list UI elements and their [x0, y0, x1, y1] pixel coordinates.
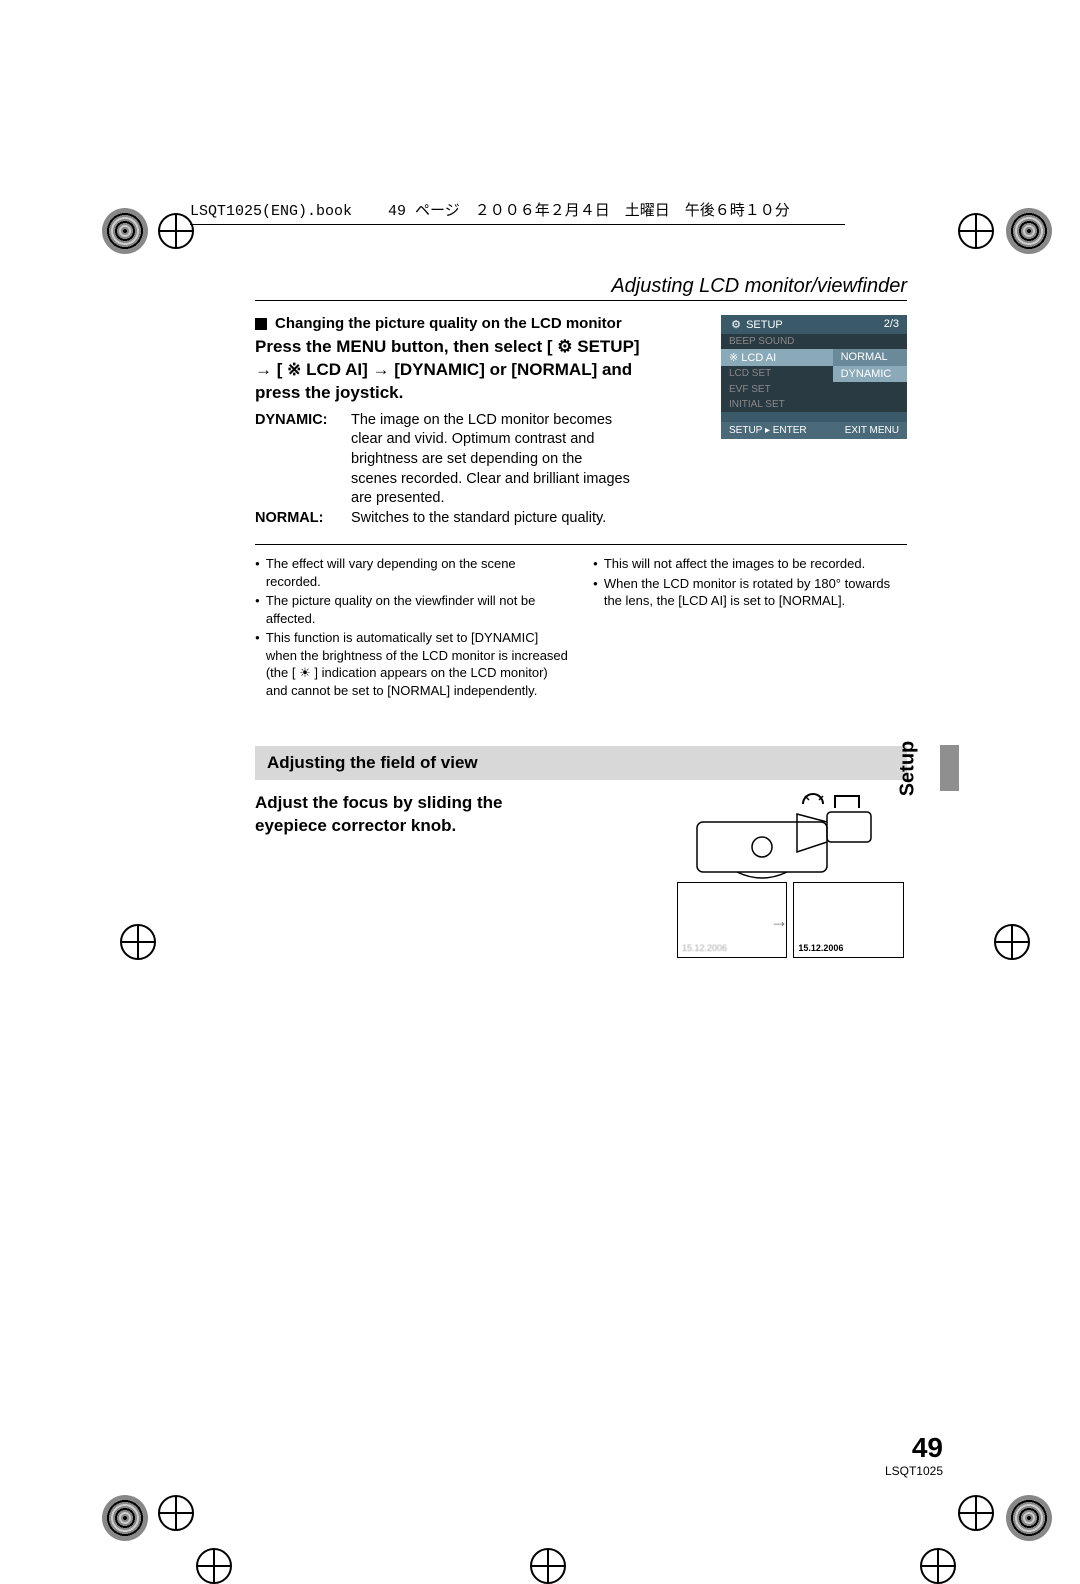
- def-term: DYNAMIC:: [255, 411, 351, 509]
- header-pageinfo: 49 ページ ２００６年２月４日 土曜日 午後６時１０分: [388, 203, 790, 220]
- def-normal: NORMAL: Switches to the standard picture…: [255, 509, 907, 529]
- ss-row-lcdai: ※ LCD AI: [721, 349, 833, 366]
- reg-mark: [1006, 1495, 1052, 1541]
- crop-mark: [158, 213, 194, 249]
- bullet-item: This will not affect the images to be re…: [593, 555, 907, 573]
- bullet-item: The effect will vary depending on the sc…: [255, 555, 569, 590]
- ss-foot-left: SETUP ▸ ENTER: [729, 425, 807, 436]
- fov-instruction: Adjust the focus by sliding the eyepiece…: [255, 792, 555, 838]
- ss-row-evf: EVF SET: [721, 382, 907, 397]
- ss-row-init: INITIAL SET: [721, 397, 907, 412]
- page-number: 49: [885, 1432, 943, 1464]
- fov-heading: Adjusting the field of view: [255, 746, 907, 780]
- reg-mark: [102, 208, 148, 254]
- section-tab: Setup: [880, 745, 959, 791]
- def-term: NORMAL:: [255, 509, 351, 529]
- square-bullet-icon: [255, 318, 267, 330]
- bullets-right-col: This will not affect the images to be re…: [593, 555, 907, 701]
- bullet-item: This function is automatically set to [D…: [255, 629, 569, 699]
- page-footer: 49 LSQT1025: [885, 1432, 943, 1478]
- section-title: Adjusting LCD monitor/viewfinder: [255, 275, 907, 301]
- divider: [255, 544, 907, 545]
- bullet-item: The picture quality on the viewfinder wi…: [255, 592, 569, 627]
- reg-mark: [102, 1495, 148, 1541]
- tab-label: Setup: [897, 740, 920, 796]
- header-filename: LSQT1025(ENG).book: [190, 203, 352, 220]
- crop-mark: [530, 1548, 566, 1584]
- bullets-left-col: The effect will vary depending on the sc…: [255, 555, 569, 701]
- print-header: LSQT1025(ENG).book 49 ページ ２００６年２月４日 土曜日 …: [190, 195, 845, 225]
- ss-opt-dynamic: DYNAMIC: [833, 366, 907, 382]
- page-code: LSQT1025: [885, 1464, 943, 1478]
- ss-foot-right: EXIT MENU: [845, 425, 899, 436]
- crop-mark: [920, 1548, 956, 1584]
- crop-mark: [958, 1495, 994, 1531]
- def-text: Switches to the standard picture quality…: [351, 509, 631, 529]
- crop-mark: [120, 924, 156, 960]
- ss-page: 2/3: [884, 318, 899, 331]
- main-instruction: Press the MENU button, then select [ ⚙ S…: [255, 336, 645, 405]
- crop-mark: [196, 1548, 232, 1584]
- crop-mark: [994, 924, 1030, 960]
- ss-opt-normal: NORMAL: [833, 349, 907, 366]
- bullet-item: When the LCD monitor is rotated by 180° …: [593, 575, 907, 610]
- subhead-text: Changing the picture quality on the LCD …: [275, 315, 622, 332]
- illustration-group: 15.12.2006 → 15.12.2006: [677, 792, 907, 958]
- tab-block-icon: [940, 745, 959, 791]
- ss-title: ⚙ SETUP: [729, 318, 783, 331]
- reg-mark: [1006, 208, 1052, 254]
- ss-row-beep: BEEP SOUND: [721, 334, 907, 349]
- setup-menu-screenshot: ⚙ SETUP 2/3 BEEP SOUND ※ LCD AI NORMAL L…: [721, 315, 907, 439]
- crop-mark: [958, 213, 994, 249]
- ss-row-lcdset: LCD SET: [721, 366, 833, 382]
- def-text: The image on the LCD monitor becomes cle…: [351, 411, 631, 509]
- lcd-clear: 15.12.2006: [793, 882, 903, 958]
- lcd-blurry: 15.12.2006 →: [677, 882, 787, 958]
- crop-mark: [158, 1495, 194, 1531]
- camera-line-drawing: [677, 792, 907, 882]
